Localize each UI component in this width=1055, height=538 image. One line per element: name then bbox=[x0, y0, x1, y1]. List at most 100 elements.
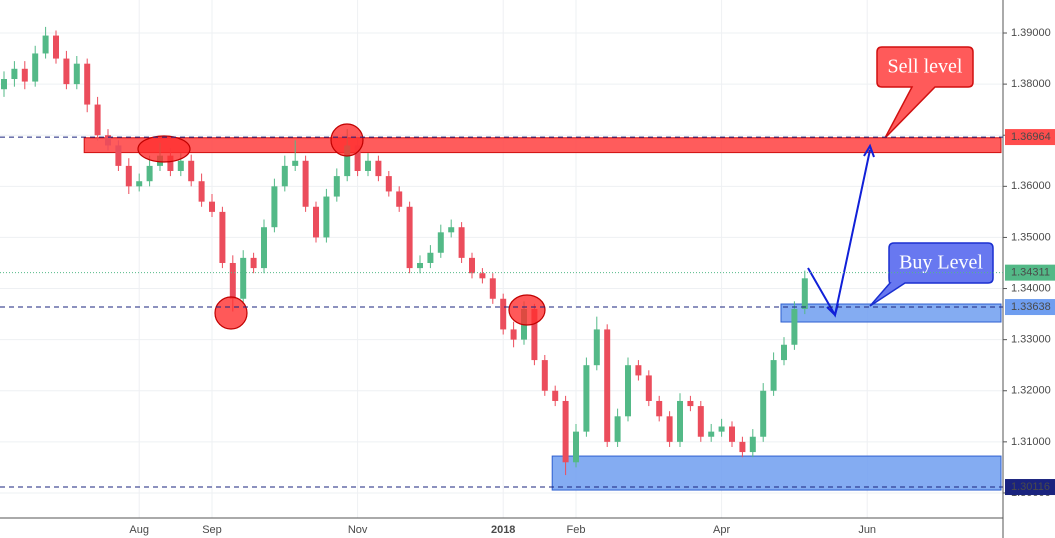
arrow-head bbox=[826, 303, 839, 317]
candle-body bbox=[354, 145, 361, 171]
candle-body bbox=[614, 416, 621, 442]
arrow-head bbox=[863, 143, 875, 158]
highlight bbox=[508, 294, 546, 326]
candle-body bbox=[656, 400, 663, 417]
sell-callout: Sell level bbox=[876, 46, 974, 139]
level-label: 1.34311 bbox=[1011, 267, 1050, 279]
candle-body bbox=[146, 165, 153, 182]
y-tick-label: 1.36000 bbox=[1011, 180, 1051, 192]
candle-body bbox=[604, 329, 611, 442]
candle-body bbox=[261, 227, 267, 269]
level-box bbox=[1005, 264, 1055, 281]
candle-body bbox=[396, 191, 403, 207]
zone bbox=[83, 137, 1002, 154]
level-box bbox=[1005, 129, 1055, 146]
level-label: 1.36964 bbox=[1011, 131, 1051, 143]
highlight bbox=[330, 123, 364, 157]
candle-body bbox=[729, 426, 735, 442]
candle-body bbox=[500, 298, 507, 330]
candles bbox=[1, 26, 808, 476]
zones bbox=[83, 137, 1002, 491]
candle-body bbox=[240, 257, 247, 299]
candle-body bbox=[417, 262, 423, 269]
candle-body bbox=[687, 400, 694, 407]
callout-box bbox=[876, 46, 974, 139]
candle-body bbox=[53, 35, 59, 59]
level-box bbox=[1005, 299, 1055, 316]
candle-body bbox=[573, 431, 579, 463]
candle-body bbox=[1, 79, 7, 90]
highlight bbox=[137, 135, 191, 163]
x-tick-label: Jun bbox=[858, 524, 876, 536]
candle-body bbox=[32, 53, 39, 82]
candle-body bbox=[635, 365, 642, 376]
candle-body bbox=[333, 176, 340, 197]
x-tick-label: 2018 bbox=[491, 524, 515, 536]
candle-body bbox=[437, 232, 444, 253]
level-label: 1.30116 bbox=[1011, 481, 1050, 493]
callout-text: Sell level bbox=[888, 56, 963, 78]
highlight-circles bbox=[137, 123, 546, 330]
y-tick-label: 1.35000 bbox=[1011, 231, 1051, 243]
x-tick-label: Feb bbox=[567, 524, 586, 536]
levels: 1.36964 1.34311 1.33638 1.30116 bbox=[0, 129, 1055, 496]
candle-body bbox=[427, 252, 434, 263]
candle-body bbox=[344, 145, 351, 177]
candle-body bbox=[781, 344, 787, 361]
candle-body bbox=[739, 441, 746, 453]
x-tick-label: Nov bbox=[348, 524, 368, 536]
y-tick-label: 1.39000 bbox=[1011, 27, 1051, 39]
candle-body bbox=[167, 155, 174, 171]
candle-body bbox=[177, 160, 184, 171]
candle-body bbox=[583, 365, 590, 432]
level-box bbox=[1005, 479, 1055, 496]
candle-body bbox=[302, 160, 309, 207]
x-tick-label: Aug bbox=[129, 524, 149, 536]
candle-body bbox=[11, 68, 18, 80]
candle-body bbox=[42, 35, 49, 54]
candle-body bbox=[697, 406, 704, 437]
candle-body bbox=[21, 68, 28, 82]
candle-body bbox=[73, 63, 80, 85]
x-tick-label: Sep bbox=[202, 524, 222, 536]
candle-body bbox=[136, 181, 143, 187]
y-tick-label: 1.34000 bbox=[1011, 282, 1051, 294]
candle-body bbox=[94, 104, 101, 136]
candle-body bbox=[760, 390, 767, 437]
candle-body bbox=[63, 58, 70, 85]
candle-body bbox=[666, 416, 673, 442]
candle-body bbox=[552, 390, 559, 401]
candle-body bbox=[448, 227, 455, 233]
x-tick-label: Apr bbox=[713, 524, 730, 536]
candle-body bbox=[84, 63, 91, 105]
candle-body bbox=[708, 431, 715, 437]
candle-body bbox=[458, 227, 465, 258]
grid bbox=[0, 0, 1003, 518]
candle-body bbox=[250, 257, 257, 269]
candle-body bbox=[801, 278, 808, 309]
candle-body bbox=[531, 308, 538, 361]
candle-body bbox=[365, 160, 371, 171]
candle-body bbox=[625, 365, 631, 417]
candle-body bbox=[645, 375, 652, 401]
buy-callout: Buy Level bbox=[869, 242, 994, 307]
candle-body bbox=[489, 278, 496, 299]
candle-body bbox=[125, 165, 132, 187]
forecast-arrow bbox=[807, 143, 875, 318]
candle-body bbox=[115, 145, 122, 166]
candle-body bbox=[219, 211, 226, 263]
candle-body bbox=[593, 329, 600, 366]
candle-body bbox=[718, 426, 725, 432]
y-tick-label: 1.38000 bbox=[1011, 78, 1051, 90]
candle-body bbox=[229, 262, 236, 299]
candle-body bbox=[562, 400, 569, 463]
level-label: 1.33638 bbox=[1011, 301, 1051, 313]
candle-body bbox=[791, 308, 798, 345]
candle-body bbox=[469, 257, 475, 274]
candle-body bbox=[541, 360, 548, 391]
candle-body bbox=[677, 400, 683, 442]
candle-body bbox=[313, 206, 319, 238]
y-tick-label: 1.33000 bbox=[1011, 334, 1051, 346]
